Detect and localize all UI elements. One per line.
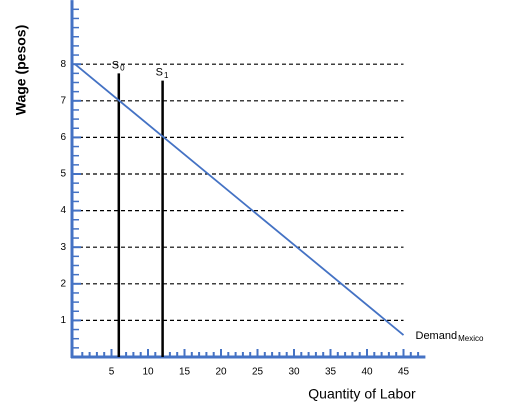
y-tick-label: 8 xyxy=(60,59,66,70)
x-tick-label: 40 xyxy=(361,367,373,378)
y-tick-label: 4 xyxy=(60,205,66,216)
x-tick-label: 20 xyxy=(215,367,227,378)
y-tick-label: 7 xyxy=(60,95,66,106)
y-tick-label: 1 xyxy=(60,315,66,326)
series-label: S xyxy=(112,59,119,71)
series-subscript: 0 xyxy=(120,63,125,72)
y-tick-label: 5 xyxy=(60,169,66,180)
x-tick-label: 10 xyxy=(142,367,154,378)
series-line xyxy=(74,63,405,336)
x-tick-label: 5 xyxy=(109,367,115,378)
x-tick-label: 35 xyxy=(325,367,337,378)
series-label: S xyxy=(156,67,163,79)
series-subscript: 1 xyxy=(164,71,169,80)
x-tick-label: 30 xyxy=(288,367,300,378)
y-axis-title: Wage (pesos) xyxy=(13,25,29,116)
x-axis-title: Quantity of Labor xyxy=(308,386,416,402)
series-label: Demand xyxy=(416,330,458,342)
x-tick-label: 45 xyxy=(398,367,410,378)
x-tick-label: 25 xyxy=(252,367,264,378)
y-tick-label: 3 xyxy=(60,242,66,253)
series-subscript: Mexico xyxy=(458,334,484,343)
x-tick-label: 15 xyxy=(179,367,191,378)
y-tick-label: 6 xyxy=(60,132,66,143)
y-tick-label: 2 xyxy=(60,278,66,289)
